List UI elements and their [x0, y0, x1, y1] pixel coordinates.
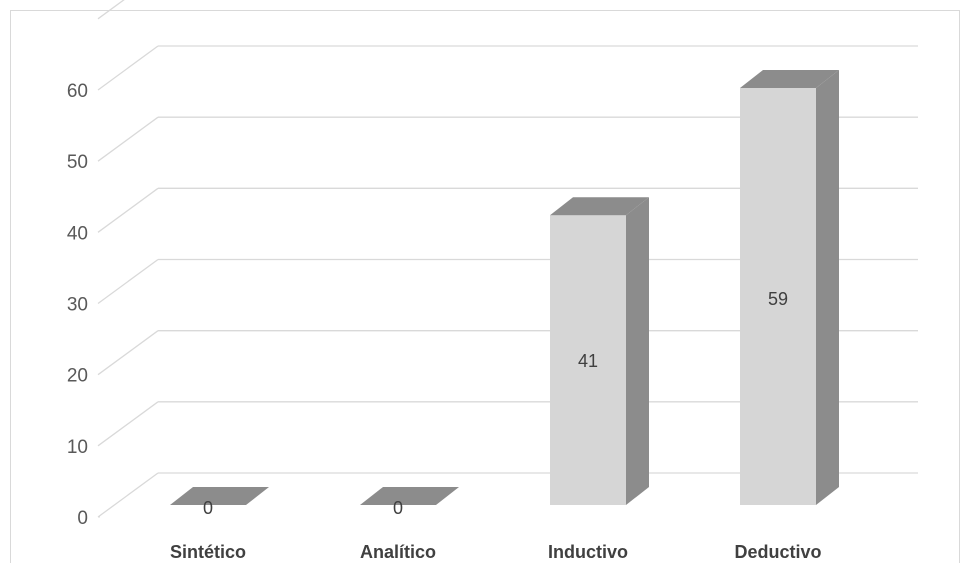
gridline-diagonal — [97, 472, 159, 518]
data-label: 59 — [768, 289, 788, 309]
bar-top — [170, 487, 269, 505]
gridline-diagonal — [97, 330, 159, 376]
bar-side — [626, 197, 649, 505]
bar-Analítico: 0 — [360, 487, 459, 518]
y-axis-ticks: 0 10 20 30 40 50 60 — [67, 81, 88, 529]
data-label: 0 — [203, 498, 213, 518]
y-tick-label: 60 — [67, 81, 88, 102]
gridline-diagonal — [97, 45, 159, 91]
y-tick-label: 20 — [67, 366, 88, 387]
x-category-label: Sintético — [170, 542, 246, 562]
gridline-diagonal — [97, 401, 159, 447]
x-category-label: Deductivo — [734, 542, 821, 562]
bar-Inductivo: 41 — [550, 197, 649, 505]
x-category-label: Analítico — [360, 542, 436, 562]
bar-Deductivo: 59 — [740, 70, 839, 505]
x-axis-categories: Sintético Analítico Inductivo Deductivo — [170, 542, 822, 562]
bar-top — [740, 70, 839, 88]
gridline-diagonal — [97, 187, 159, 233]
data-label: 0 — [393, 498, 403, 518]
x-category-label: Inductivo — [548, 542, 628, 562]
y-tick-label: 0 — [77, 508, 88, 529]
y-tick-label: 10 — [67, 437, 88, 458]
y-tick-label: 50 — [67, 152, 88, 173]
gridline-diagonal — [97, 0, 125, 20]
bars: 0 0 41 59 — [170, 70, 839, 518]
data-label: 41 — [578, 351, 598, 371]
bar-top — [550, 197, 649, 216]
bar-side — [816, 70, 839, 505]
gridline-diagonal — [97, 116, 159, 162]
gridline-diagonal — [97, 258, 159, 305]
bar-front — [550, 215, 626, 505]
bar-Sintético: 0 — [170, 487, 269, 518]
bar-top — [360, 487, 459, 505]
chart-frame — [10, 10, 960, 563]
y-tick-label: 40 — [67, 223, 88, 244]
bar-front — [740, 88, 816, 505]
y-tick-label: 30 — [67, 295, 88, 316]
